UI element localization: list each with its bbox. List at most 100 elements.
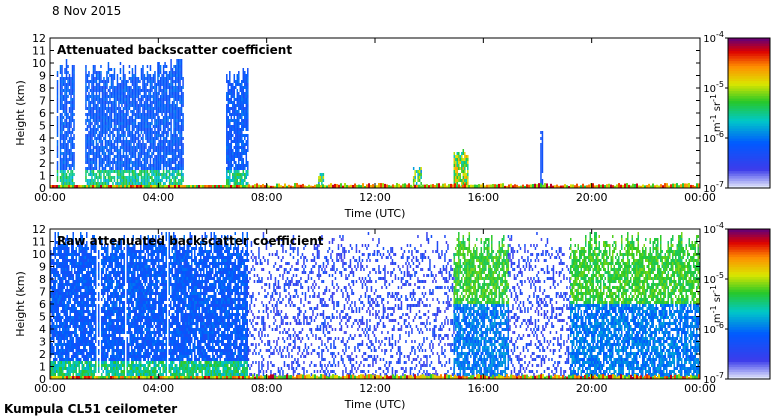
heatmap-cell [98, 331, 100, 334]
surface-layer-cell [422, 184, 424, 188]
heatmap-cell [83, 286, 85, 289]
heatmap-cell [100, 182, 102, 185]
heatmap-cell [67, 89, 69, 92]
heatmap-cell [102, 319, 104, 322]
heatmap-cell [247, 86, 249, 89]
heatmap-cell [100, 122, 102, 125]
heatmap-cell [139, 155, 141, 158]
heatmap-cell [86, 298, 88, 301]
heatmap-cell [464, 158, 466, 161]
heatmap-cell [87, 304, 89, 307]
heatmap-cell [64, 71, 66, 74]
heatmap-cell [229, 149, 231, 152]
heatmap-cell [170, 134, 172, 137]
heatmap-cell [541, 152, 544, 155]
heatmap-cell [164, 176, 166, 179]
heatmap-cell [95, 268, 97, 271]
heatmap-cell [60, 334, 62, 337]
heatmap-cell [170, 65, 172, 68]
heatmap-cell [124, 74, 126, 77]
heatmap-cell [241, 125, 243, 128]
heatmap-cell [140, 179, 143, 182]
heatmap-cell [59, 304, 61, 307]
heatmap-cell [69, 271, 71, 274]
heatmap-cell [74, 292, 76, 295]
heatmap-cell [83, 247, 85, 250]
heatmap-cell [71, 250, 73, 253]
heatmap-cell [110, 170, 113, 173]
heatmap-cell [540, 152, 542, 155]
heatmap-cell [247, 164, 249, 167]
heatmap-cell [68, 295, 70, 298]
heatmap-cell [59, 337, 61, 340]
heatmap-cell [65, 113, 68, 116]
heatmap-cell [50, 361, 52, 364]
heatmap-cell [73, 86, 75, 89]
heatmap-cell [162, 143, 165, 146]
heatmap-cell [128, 179, 131, 182]
heatmap-cell [134, 95, 137, 98]
heatmap-cell [461, 158, 463, 161]
heatmap-cell [98, 277, 100, 280]
heatmap-cell [177, 80, 180, 83]
heatmap-cell [165, 80, 168, 83]
heatmap-cell [57, 340, 59, 343]
heatmap-cell [226, 95, 228, 98]
heatmap-cell [77, 319, 79, 322]
heatmap-cell [54, 277, 56, 280]
heatmap-cell [134, 182, 137, 185]
heatmap-cell [158, 83, 160, 86]
heatmap-cell [80, 280, 82, 283]
heatmap-cell [176, 80, 178, 83]
heatmap-cell [57, 331, 59, 334]
heatmap-cell [100, 110, 102, 113]
heatmap-cell [115, 98, 117, 101]
heatmap-cell [63, 325, 65, 328]
heatmap-cell [247, 74, 249, 77]
heatmap-cell [151, 77, 153, 80]
heatmap-cell [171, 77, 174, 80]
heatmap-cell [90, 289, 92, 292]
heatmap-cell [70, 158, 72, 161]
heatmap-cell [127, 113, 129, 116]
heatmap-cell [235, 182, 237, 185]
heatmap-cell [154, 77, 156, 80]
heatmap-cell [101, 241, 103, 244]
heatmap-cell [127, 170, 129, 173]
heatmap-cell [83, 340, 85, 343]
heatmap-cell [98, 316, 100, 319]
heatmap-cell [80, 289, 82, 292]
heatmap-cell [62, 361, 64, 364]
heatmap-cell [65, 173, 68, 176]
heatmap-cell [177, 131, 180, 134]
heatmap-cell [119, 149, 122, 152]
surface-layer-cell [112, 185, 114, 188]
heatmap-cell [179, 116, 181, 119]
heatmap-cell [69, 334, 71, 337]
heatmap-cell [50, 355, 52, 358]
heatmap-cell [68, 140, 71, 143]
heatmap-cell [239, 134, 242, 137]
heatmap-cell [56, 253, 58, 256]
heatmap-cell [97, 170, 99, 173]
heatmap-cell [122, 89, 125, 92]
colorbar-swatch [728, 140, 770, 144]
heatmap-cell [85, 92, 87, 95]
heatmap-cell [116, 131, 119, 134]
heatmap-cell [146, 107, 149, 110]
x-tick-label: 00:00 [34, 191, 66, 204]
heatmap-cell [137, 92, 140, 95]
heatmap-cell [95, 280, 97, 283]
heatmap-cell [94, 80, 96, 83]
heatmap-cell [229, 122, 231, 125]
heatmap-cell [233, 107, 236, 110]
heatmap-cell [124, 134, 126, 137]
heatmap-cell [459, 158, 462, 161]
heatmap-cell [162, 170, 165, 173]
heatmap-cell [465, 161, 468, 164]
heatmap-cell [86, 241, 88, 244]
heatmap-cell [102, 331, 104, 334]
heatmap-cell [95, 140, 98, 143]
heatmap-cell [170, 104, 172, 107]
heatmap-cell [131, 140, 134, 143]
